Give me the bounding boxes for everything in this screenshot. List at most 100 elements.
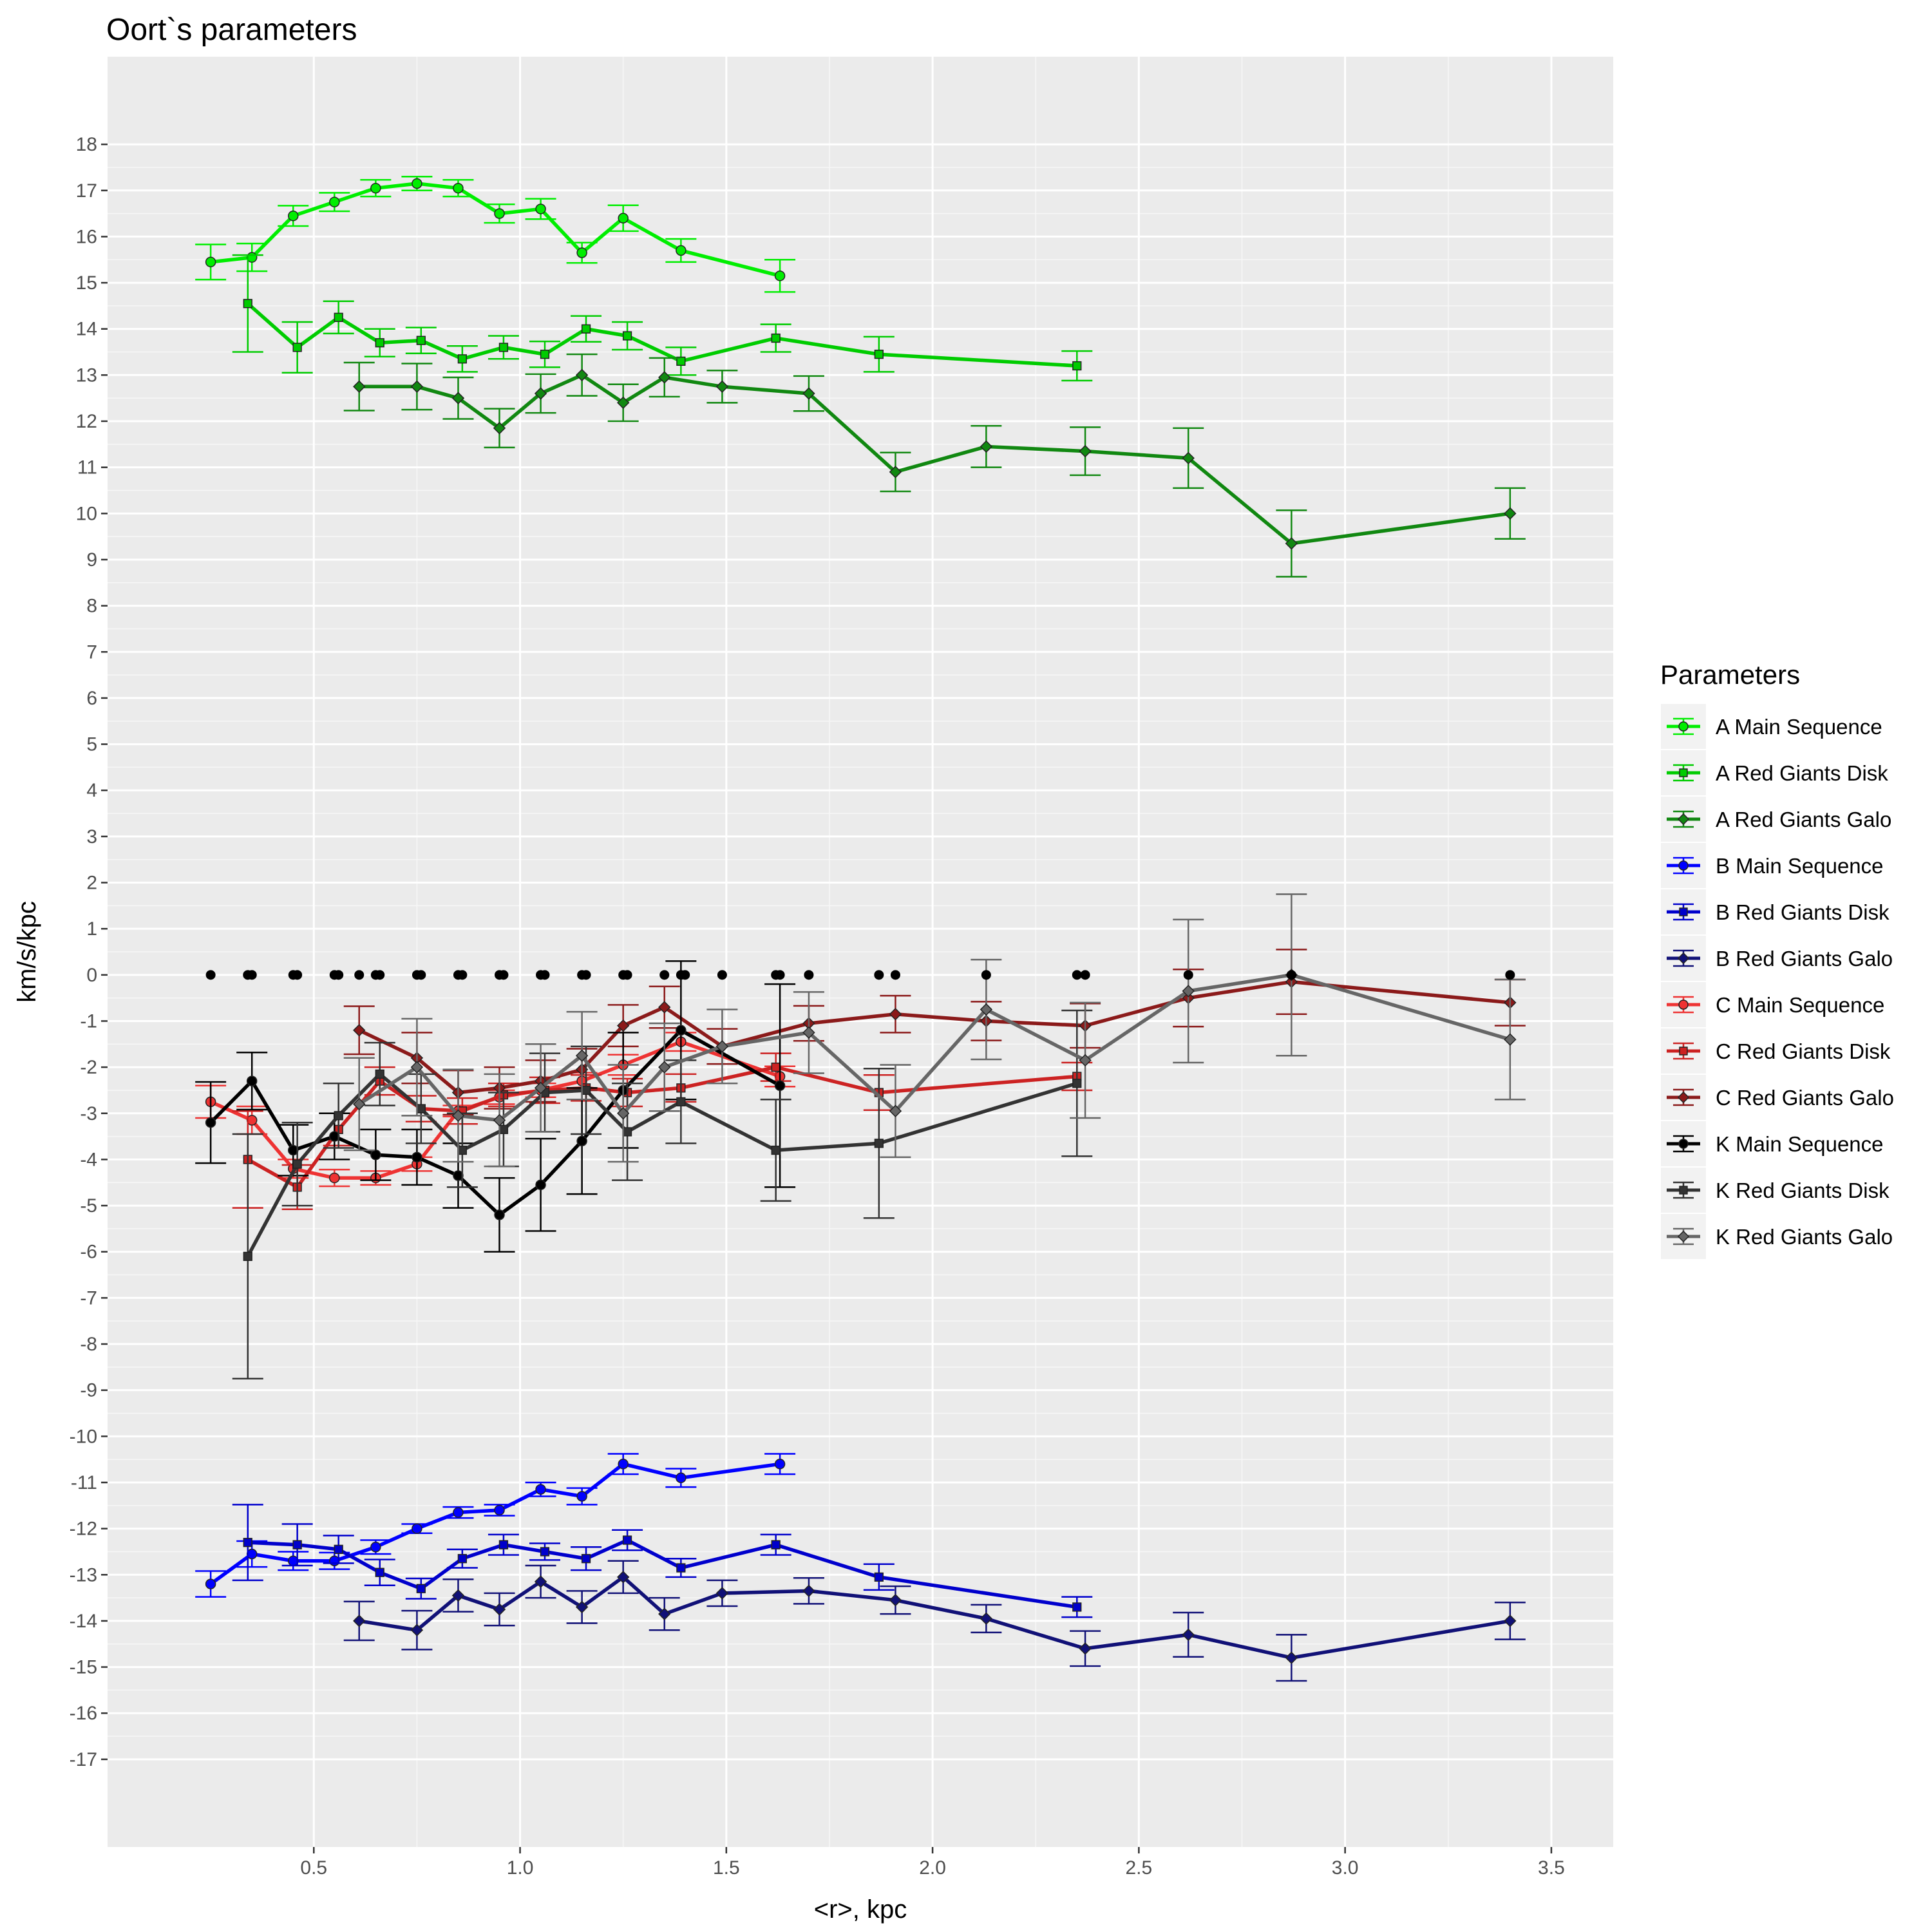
data-point <box>980 1003 993 1016</box>
data-point <box>658 371 671 384</box>
data-point <box>205 1578 216 1589</box>
data-point <box>246 1075 258 1086</box>
y-tick-label: 5 <box>86 734 97 755</box>
data-point <box>494 208 505 219</box>
zero-point <box>1183 970 1193 980</box>
series-line <box>359 373 1511 545</box>
data-point <box>457 1145 467 1155</box>
zero-point <box>1286 970 1296 980</box>
y-tick-label: 7 <box>86 641 97 663</box>
legend-item: A Red Giants Galo <box>1660 795 1891 843</box>
zero-point <box>775 970 785 980</box>
zero-point <box>680 970 690 980</box>
legend-key-marker <box>1678 999 1689 1010</box>
x-tick-label: 1.0 <box>507 1857 534 1879</box>
zero-point <box>498 970 509 980</box>
y-tick-label: -14 <box>70 1611 97 1632</box>
data-point <box>658 1061 671 1074</box>
data-point <box>493 422 506 435</box>
legend-item: K Red Giants Disk <box>1660 1166 1889 1214</box>
legend-item: K Red Giants Galo <box>1660 1213 1893 1260</box>
data-point <box>774 1459 786 1470</box>
y-axis-title: km/s/kpc <box>13 901 41 1003</box>
data-point <box>980 440 993 453</box>
data-point <box>889 1104 902 1117</box>
legend-key-marker <box>1679 1186 1688 1195</box>
data-point <box>676 1472 687 1484</box>
data-point <box>353 1615 366 1627</box>
y-tick-label: 18 <box>76 134 97 155</box>
data-point <box>535 204 546 214</box>
data-point <box>618 213 629 224</box>
legend-item: C Red Giants Disk <box>1660 1027 1891 1075</box>
data-point <box>493 1603 506 1616</box>
legend-key-marker <box>1679 907 1688 916</box>
y-tick-label: 16 <box>76 226 97 247</box>
data-point <box>1504 1615 1517 1627</box>
y-tick-label: -13 <box>70 1564 97 1586</box>
data-point <box>618 1459 629 1470</box>
legend-key-marker <box>1677 1091 1690 1104</box>
zero-point <box>205 970 216 980</box>
data-point <box>1504 507 1517 520</box>
data-point <box>292 1540 302 1549</box>
data-point <box>498 343 509 352</box>
data-point <box>676 1097 686 1106</box>
data-point <box>243 1537 252 1548</box>
data-point <box>498 1124 509 1134</box>
data-point <box>535 1484 546 1495</box>
data-point <box>1072 1602 1082 1612</box>
data-point <box>774 1080 786 1092</box>
data-point <box>980 1612 993 1625</box>
data-point <box>1504 1033 1517 1046</box>
data-point <box>616 1107 630 1120</box>
zero-point <box>581 970 591 980</box>
legend-key-marker <box>1678 1139 1689 1149</box>
y-tick-label: 1 <box>86 918 97 940</box>
data-point <box>453 1507 464 1518</box>
data-point <box>622 1127 632 1137</box>
zero-point <box>292 970 303 980</box>
x-tick-label: 2.5 <box>1126 1857 1153 1879</box>
series-3 <box>195 1453 796 1598</box>
legend-label: B Red Giants Galo <box>1716 947 1893 971</box>
legend: Parameters A Main Sequence A Red Giants D… <box>1660 659 1894 1260</box>
data-point <box>676 245 687 256</box>
data-point <box>622 1535 632 1545</box>
series-0 <box>195 176 796 293</box>
data-point <box>1182 985 1195 998</box>
data-point <box>287 210 299 222</box>
y-tick-label: -4 <box>80 1149 97 1170</box>
y-tick-label: -8 <box>80 1334 97 1355</box>
legend-label: A Red Giants Disk <box>1716 761 1888 785</box>
legend-label: K Red Giants Disk <box>1716 1179 1889 1202</box>
data-point <box>494 1209 505 1220</box>
data-point <box>581 324 591 334</box>
y-tick-label: 13 <box>76 365 97 386</box>
data-point <box>581 1085 591 1095</box>
data-point <box>416 1104 426 1113</box>
legend-item: K Main Sequence <box>1660 1120 1884 1168</box>
y-tick-label: 3 <box>86 826 97 848</box>
y-tick-label: 10 <box>76 503 97 524</box>
data-point <box>540 1547 550 1557</box>
data-point <box>410 1624 424 1636</box>
data-point <box>576 1491 587 1502</box>
data-point <box>1182 451 1195 465</box>
y-tick-label: 9 <box>86 549 97 571</box>
y-tick-label: -5 <box>80 1195 97 1217</box>
series-line <box>246 302 1077 368</box>
data-point <box>1079 444 1092 458</box>
data-point <box>715 1040 729 1053</box>
data-point <box>581 1554 591 1564</box>
data-point <box>416 1584 426 1593</box>
zero-point <box>375 970 385 980</box>
data-point <box>1079 1642 1092 1655</box>
data-point <box>658 1001 671 1014</box>
legend-label: K Main Sequence <box>1716 1132 1884 1156</box>
legend-label: C Main Sequence <box>1716 993 1884 1017</box>
legend-label: C Red Giants Galo <box>1716 1086 1894 1110</box>
series-line <box>247 1065 1077 1189</box>
data-point <box>676 1563 686 1573</box>
zero-points-layer <box>205 970 1515 980</box>
